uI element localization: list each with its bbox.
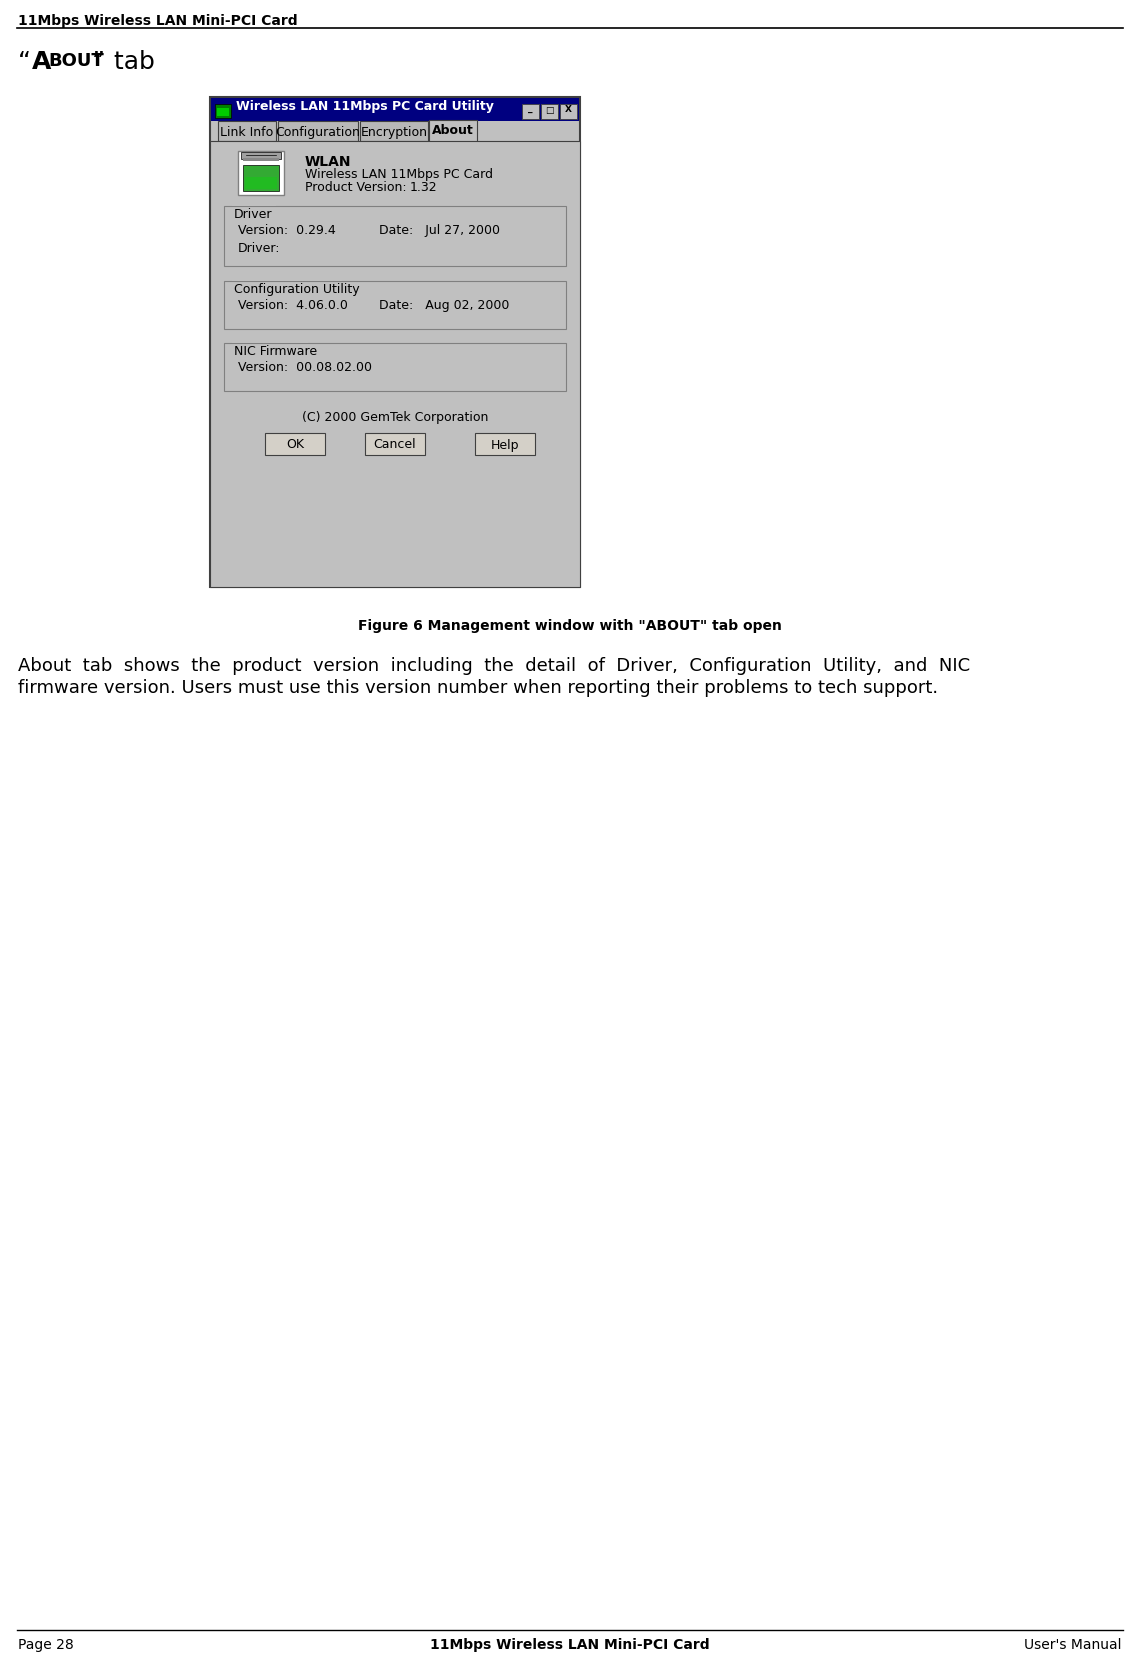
- Text: Product Version:: Product Version:: [306, 180, 407, 194]
- Text: About  tab  shows  the  product  version  including  the  detail  of  Driver,  C: About tab shows the product version incl…: [18, 657, 970, 675]
- Bar: [245, 177, 277, 189]
- Text: Date:   Aug 02, 2000: Date: Aug 02, 2000: [378, 300, 510, 313]
- Text: OK: OK: [286, 439, 304, 452]
- Bar: [243, 157, 279, 161]
- Bar: [475, 434, 535, 455]
- Bar: [233, 204, 276, 205]
- Bar: [365, 434, 425, 455]
- Text: NIC Firmware: NIC Firmware: [234, 344, 317, 357]
- Text: Configuration Utility: Configuration Utility: [234, 283, 359, 296]
- Bar: [210, 98, 580, 588]
- Text: 11Mbps Wireless LAN Mini-PCI Card: 11Mbps Wireless LAN Mini-PCI Card: [430, 1638, 710, 1652]
- Text: tab: tab: [106, 50, 155, 74]
- Bar: [210, 141, 580, 588]
- Bar: [429, 121, 477, 142]
- Text: ”: ”: [92, 50, 105, 74]
- Text: Page 28: Page 28: [18, 1638, 74, 1652]
- Text: “: “: [18, 50, 31, 74]
- Text: User's Manual: User's Manual: [1025, 1638, 1122, 1652]
- Bar: [560, 104, 577, 119]
- Text: 11Mbps Wireless LAN Mini-PCI Card: 11Mbps Wireless LAN Mini-PCI Card: [18, 13, 298, 28]
- Bar: [243, 166, 279, 190]
- Bar: [233, 339, 308, 343]
- Bar: [542, 104, 557, 119]
- Text: Version:  0.29.4: Version: 0.29.4: [238, 223, 336, 237]
- Text: _: _: [528, 106, 532, 114]
- Bar: [278, 121, 358, 141]
- Text: Driver: Driver: [234, 209, 272, 222]
- Bar: [233, 278, 342, 281]
- Bar: [223, 281, 565, 329]
- Text: Version:  4.06.0.0: Version: 4.06.0.0: [238, 300, 348, 313]
- Text: □: □: [545, 106, 554, 114]
- Bar: [522, 104, 539, 119]
- Bar: [238, 151, 284, 195]
- Text: Wireless LAN 11Mbps PC Card Utility: Wireless LAN 11Mbps PC Card Utility: [236, 99, 494, 113]
- Text: 1.32: 1.32: [410, 180, 438, 194]
- Text: X: X: [565, 106, 572, 114]
- Bar: [360, 121, 428, 141]
- Text: Date:   Jul 27, 2000: Date: Jul 27, 2000: [378, 223, 500, 237]
- Bar: [215, 104, 231, 118]
- Bar: [217, 108, 229, 116]
- Text: Link Info: Link Info: [220, 126, 274, 139]
- Bar: [218, 121, 276, 141]
- Text: firmware version. Users must use this version number when reporting their proble: firmware version. Users must use this ve…: [18, 679, 938, 697]
- Text: Cancel: Cancel: [374, 439, 416, 452]
- Text: A: A: [32, 50, 51, 74]
- Text: Configuration: Configuration: [276, 126, 360, 139]
- Text: BOUT: BOUT: [48, 51, 104, 70]
- Text: Version:  00.08.02.00: Version: 00.08.02.00: [238, 361, 372, 374]
- Bar: [264, 434, 325, 455]
- Text: Help: Help: [490, 439, 519, 452]
- Text: Wireless LAN 11Mbps PC Card: Wireless LAN 11Mbps PC Card: [306, 169, 492, 180]
- Text: WLAN: WLAN: [306, 156, 351, 169]
- Bar: [223, 343, 565, 391]
- Text: Figure 6 Management window with "ABOUT" tab open: Figure 6 Management window with "ABOUT" …: [358, 619, 782, 632]
- Bar: [223, 205, 565, 266]
- Text: Encryption: Encryption: [360, 126, 428, 139]
- Bar: [241, 152, 280, 159]
- Bar: [211, 98, 579, 121]
- Text: Driver:: Driver:: [238, 242, 280, 255]
- Text: About: About: [432, 124, 474, 137]
- Text: (C) 2000 GemTek Corporation: (C) 2000 GemTek Corporation: [302, 410, 488, 424]
